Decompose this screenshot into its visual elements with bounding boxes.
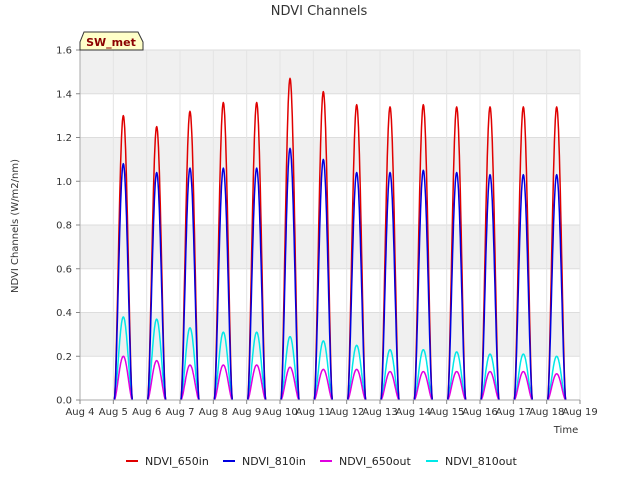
- y-tick-label: 0.8: [56, 221, 72, 232]
- x-axis-label: Time: [553, 425, 578, 436]
- series-line-ndvi_650out: [113, 355, 567, 401]
- legend-label: NDVI_810in: [242, 455, 306, 468]
- plot-band: [80, 137, 580, 182]
- x-tick-label: Aug 17: [496, 407, 531, 418]
- x-tick-label: Aug 11: [296, 407, 331, 418]
- y-tick-label: 1.6: [56, 46, 72, 57]
- x-tick-label: Aug 8: [199, 407, 228, 418]
- x-tick-label: Aug 15: [429, 407, 464, 418]
- y-tick-label: 0.6: [56, 264, 72, 275]
- series-line-ndvi_810in: [113, 147, 567, 401]
- series-line-ndvi_810out: [113, 316, 567, 401]
- x-tick-label: Aug 10: [262, 407, 297, 418]
- x-tick-label: Aug 9: [232, 407, 261, 418]
- y-axis-label: NDVI Channels (W/m2/nm): [10, 159, 21, 293]
- plot-band: [80, 225, 580, 269]
- legend-label: NDVI_650out: [339, 455, 411, 468]
- y-tick-label: 0.4: [56, 308, 72, 319]
- chart-title: NDVI Channels: [271, 4, 368, 19]
- y-tick-label: 1.4: [56, 89, 72, 100]
- site-badge: SW_met: [79, 31, 144, 51]
- x-axis-ticks: Aug 4 Aug 5 Aug 6 Aug 7 Aug 8 Aug 9 Aug 10Aug …: [65, 400, 598, 418]
- legend-label: NDVI_810out: [445, 455, 517, 468]
- plot-band: [80, 93, 580, 138]
- x-tick-label: Aug 14: [396, 407, 431, 418]
- series-line-ndvi_650in: [113, 77, 567, 401]
- x-tick-label: Aug 16: [462, 407, 497, 418]
- legend: NDVI_650in NDVI_810in NDVI_650out NDVI_810o…: [126, 455, 517, 468]
- y-tick-label: 1.0: [56, 177, 72, 188]
- x-tick-label: Aug 13: [362, 407, 397, 418]
- plot-band: [80, 181, 580, 225]
- y-tick-label: 0.2: [56, 352, 72, 363]
- x-tick-label: Aug 19: [562, 407, 597, 418]
- x-tick-label: Aug 12: [329, 407, 364, 418]
- x-tick-label: Aug 5: [99, 407, 128, 418]
- legend-label: NDVI_650in: [145, 455, 209, 468]
- site-badge-label: SW_met: [86, 36, 136, 49]
- y-tick-label: 0.0: [56, 396, 72, 407]
- y-tick-label: 1.2: [56, 133, 72, 144]
- x-tick-label: Aug 6: [132, 407, 161, 418]
- y-axis-ticks: 0.0 0.2 0.4 0.6 0.8 1.0 1.2 1.4 1.6: [56, 46, 80, 407]
- plot-band: [80, 50, 580, 94]
- x-tick-label: Aug 7: [165, 407, 194, 418]
- x-tick-label: Aug 4: [65, 407, 94, 418]
- x-tick-label: Aug 18: [529, 407, 564, 418]
